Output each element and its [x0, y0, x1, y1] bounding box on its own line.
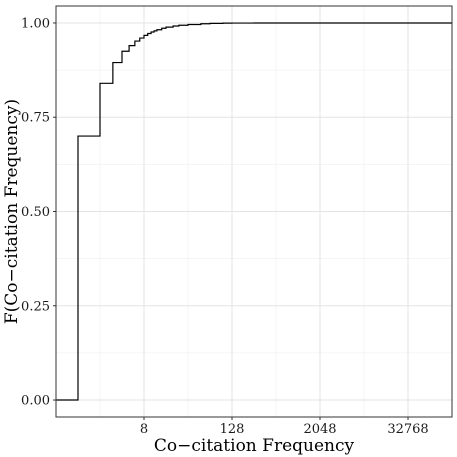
y-tick-label: 0.25: [21, 299, 50, 314]
y-tick-label: 0.50: [21, 205, 50, 220]
panel-border: [55, 5, 453, 418]
y-tick-label: 0.75: [21, 111, 50, 126]
x-tick-label: 32768: [387, 422, 428, 437]
series-layer: [56, 22, 452, 401]
axis-ticks: 8 128 2048 32768 0.00 0.25 0.50 0.75 1.00: [21, 16, 429, 437]
x-tick-label: 128: [220, 422, 245, 437]
x-tick-label: 2048: [303, 422, 336, 437]
major-grid: [56, 6, 452, 417]
ecdf-step-line: [56, 22, 452, 401]
y-tick-label: 1.00: [21, 16, 50, 31]
y-tick-label: 0.00: [21, 394, 50, 409]
x-tick-label: 8: [140, 422, 148, 437]
y-axis-title: F(Co−citation Frequency): [2, 99, 22, 324]
x-axis-title: Co−citation Frequency: [154, 436, 355, 456]
